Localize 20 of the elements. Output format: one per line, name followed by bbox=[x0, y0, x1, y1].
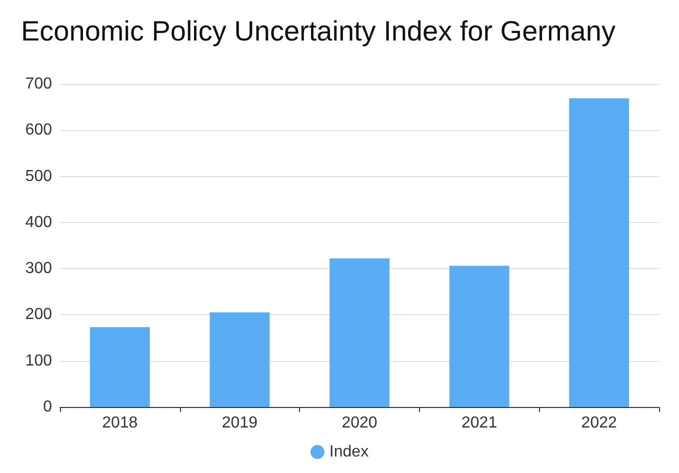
y-tick-label: 600 bbox=[25, 122, 52, 139]
x-tick-label: 2019 bbox=[222, 414, 258, 432]
bar bbox=[449, 266, 510, 407]
x-tick-label: 2021 bbox=[462, 414, 498, 432]
chart-title: Economic Policy Uncertainty Index for Germany bbox=[21, 16, 616, 46]
bar bbox=[210, 312, 270, 407]
bar bbox=[330, 258, 390, 407]
y-tick-label: 300 bbox=[25, 260, 52, 278]
y-tick-label: 400 bbox=[25, 214, 52, 231]
legend-label: Index bbox=[329, 444, 369, 460]
bar bbox=[90, 327, 150, 407]
bar bbox=[569, 98, 630, 407]
x-tick-label: 2022 bbox=[581, 414, 617, 432]
x-tick-label: 2020 bbox=[342, 414, 378, 432]
y-tick-label: 0 bbox=[43, 398, 52, 416]
y-tick-label: 500 bbox=[25, 168, 52, 185]
x-tick-label: 2018 bbox=[102, 414, 138, 432]
y-tick-label: 700 bbox=[25, 76, 52, 92]
y-tick-label: 100 bbox=[25, 352, 52, 370]
y-tick-label: 200 bbox=[25, 306, 52, 324]
